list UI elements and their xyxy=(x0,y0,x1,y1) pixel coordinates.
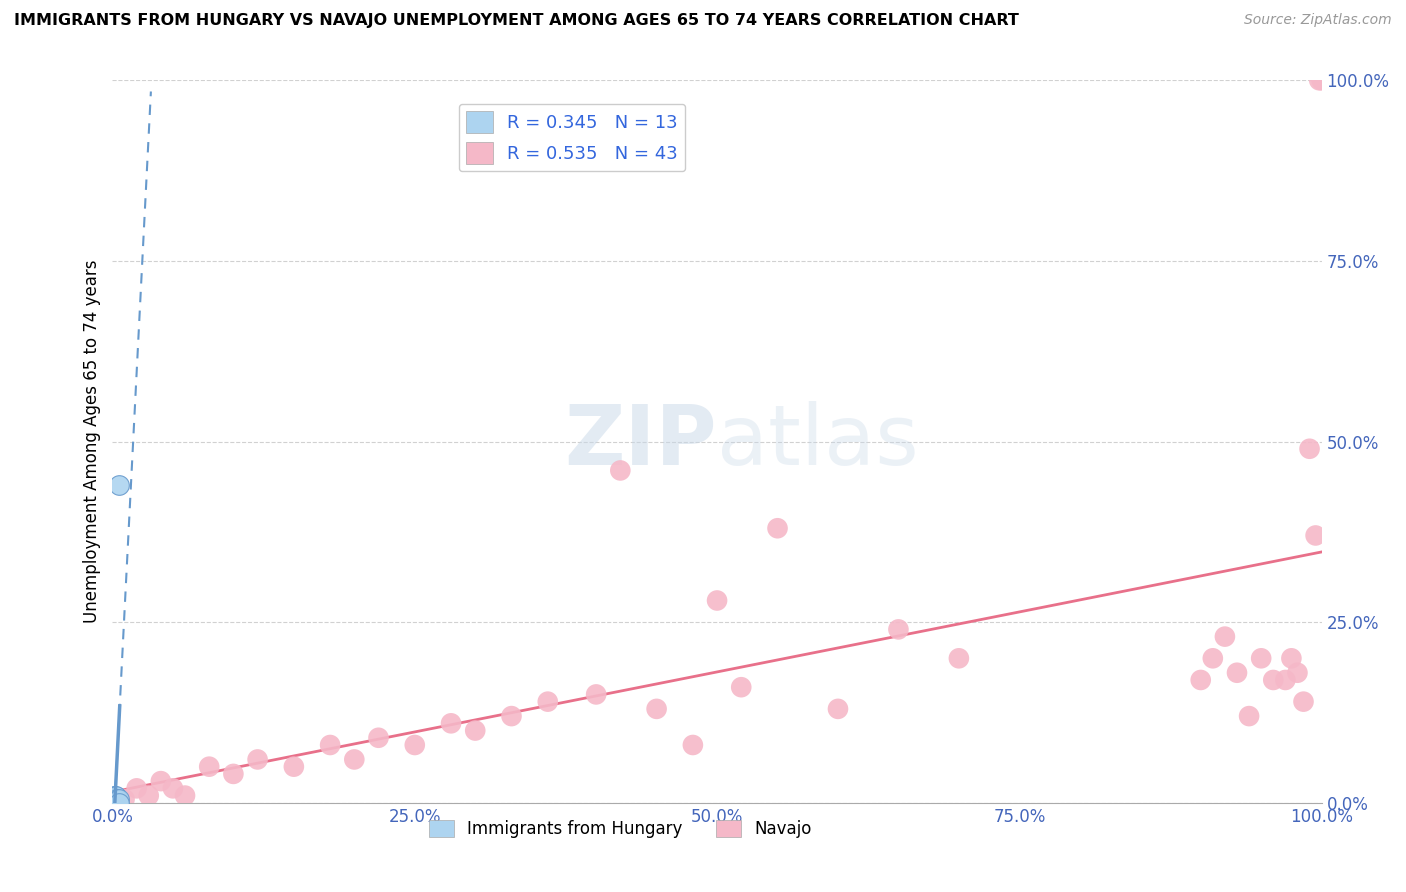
Point xyxy=(114,792,136,806)
Point xyxy=(174,789,197,803)
Point xyxy=(887,623,910,637)
Y-axis label: Unemployment Among Ages 65 to 74 years: Unemployment Among Ages 65 to 74 years xyxy=(83,260,101,624)
Point xyxy=(827,702,849,716)
Point xyxy=(609,463,631,477)
Point xyxy=(404,738,426,752)
Point xyxy=(501,709,523,723)
Point xyxy=(1292,695,1315,709)
Point xyxy=(107,796,129,810)
Point xyxy=(537,695,560,709)
Point xyxy=(730,680,752,694)
Point xyxy=(104,796,127,810)
Point xyxy=(104,792,127,806)
Point xyxy=(107,792,129,806)
Point xyxy=(105,796,128,810)
Point xyxy=(1274,673,1296,687)
Point xyxy=(440,716,463,731)
Point xyxy=(1298,442,1320,456)
Point xyxy=(1237,709,1260,723)
Point xyxy=(105,796,128,810)
Text: IMMIGRANTS FROM HUNGARY VS NAVAJO UNEMPLOYMENT AMONG AGES 65 TO 74 YEARS CORRELA: IMMIGRANTS FROM HUNGARY VS NAVAJO UNEMPL… xyxy=(14,13,1019,29)
Point xyxy=(1310,73,1333,87)
Point xyxy=(149,774,172,789)
Text: atlas: atlas xyxy=(717,401,918,482)
Point xyxy=(283,760,305,774)
Point xyxy=(162,781,184,796)
Point xyxy=(107,478,129,492)
Point xyxy=(246,752,269,766)
Text: Source: ZipAtlas.com: Source: ZipAtlas.com xyxy=(1244,13,1392,28)
Point xyxy=(105,792,128,806)
Point xyxy=(948,651,970,665)
Point xyxy=(1189,673,1212,687)
Point xyxy=(138,789,160,803)
Point xyxy=(367,731,389,745)
Point xyxy=(222,767,245,781)
Legend: Immigrants from Hungary, Navajo: Immigrants from Hungary, Navajo xyxy=(422,814,818,845)
Text: ZIP: ZIP xyxy=(565,401,717,482)
Point xyxy=(343,752,366,766)
Point xyxy=(103,796,125,810)
Point xyxy=(198,760,221,774)
Point xyxy=(464,723,486,738)
Point xyxy=(766,521,789,535)
Point xyxy=(1202,651,1225,665)
Point xyxy=(1250,651,1272,665)
Point xyxy=(105,789,128,803)
Point xyxy=(319,738,342,752)
Point xyxy=(706,593,728,607)
Point xyxy=(682,738,704,752)
Point xyxy=(105,792,128,806)
Point xyxy=(125,781,148,796)
Point xyxy=(1308,73,1330,87)
Point xyxy=(1263,673,1285,687)
Point xyxy=(1226,665,1249,680)
Point xyxy=(1213,630,1236,644)
Point xyxy=(104,789,127,803)
Point xyxy=(585,687,607,701)
Point xyxy=(1305,528,1327,542)
Point xyxy=(645,702,668,716)
Point xyxy=(103,789,125,803)
Point xyxy=(1279,651,1302,665)
Point xyxy=(1286,665,1309,680)
